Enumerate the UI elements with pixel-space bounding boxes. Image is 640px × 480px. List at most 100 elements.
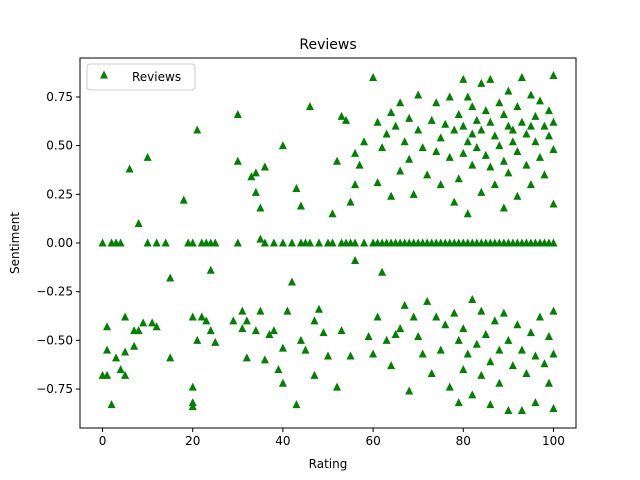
x-tick-label: 40 <box>275 434 290 448</box>
y-axis-ticks: −0.75 −0.50 −0.25 0.00 0.25 0.50 0.75 <box>36 90 80 396</box>
data-point <box>378 267 387 276</box>
data-point <box>233 156 242 165</box>
data-point <box>481 150 490 159</box>
data-point <box>328 238 337 247</box>
data-point <box>103 370 112 379</box>
x-axis-ticks: 0 20 40 60 80 100 <box>99 428 565 448</box>
data-point <box>274 365 283 374</box>
data-point <box>414 125 423 134</box>
data-point <box>247 172 256 181</box>
data-point <box>355 160 364 169</box>
data-point <box>463 137 472 146</box>
data-point <box>373 178 382 187</box>
data-point <box>472 339 481 348</box>
data-point <box>504 405 513 414</box>
x-tick-label: 80 <box>456 434 471 448</box>
data-point <box>202 316 211 325</box>
data-point <box>499 203 508 212</box>
data-point <box>468 129 477 138</box>
data-point <box>504 121 513 130</box>
data-point <box>450 308 459 317</box>
data-point <box>459 121 468 130</box>
data-point <box>346 197 355 206</box>
data-point <box>405 386 414 395</box>
data-point <box>256 306 265 315</box>
data-point <box>477 187 486 196</box>
data-point <box>418 349 427 358</box>
data-point <box>188 312 197 321</box>
data-point <box>427 115 436 124</box>
data-point <box>472 115 481 124</box>
data-point <box>531 351 540 360</box>
data-point <box>351 180 360 189</box>
data-point <box>342 115 351 124</box>
data-point <box>103 322 112 331</box>
y-axis-label: Sentiment <box>8 212 22 274</box>
data-point <box>139 318 148 327</box>
data-point <box>418 143 427 152</box>
data-point <box>432 98 441 107</box>
data-point <box>364 331 373 340</box>
data-point <box>103 345 112 354</box>
legend-box <box>86 63 196 91</box>
data-point <box>526 328 535 337</box>
data-point <box>459 148 468 157</box>
data-point <box>535 96 544 105</box>
x-axis-label: Rating <box>309 457 348 471</box>
data-point <box>526 121 535 130</box>
data-point <box>463 209 472 218</box>
data-point <box>517 72 526 81</box>
data-point <box>517 345 526 354</box>
y-tick-label: 0.50 <box>46 139 73 153</box>
y-tick-label: 0.00 <box>46 236 73 250</box>
data-point <box>441 320 450 329</box>
data-point <box>490 131 499 140</box>
data-point <box>130 341 139 350</box>
data-point <box>143 152 152 161</box>
data-point <box>396 98 405 107</box>
data-point <box>378 143 387 152</box>
data-point <box>409 189 418 198</box>
data-point <box>544 106 553 115</box>
data-point <box>387 108 396 117</box>
x-tick-label: 20 <box>185 434 200 448</box>
data-point <box>382 129 391 138</box>
data-point <box>360 238 369 247</box>
data-point <box>116 365 125 374</box>
data-point <box>396 166 405 175</box>
data-point <box>504 335 513 344</box>
y-tick-label: −0.25 <box>36 285 73 299</box>
data-point <box>504 86 513 95</box>
data-point <box>269 238 278 247</box>
data-point <box>337 326 346 335</box>
data-point <box>522 129 531 138</box>
data-point <box>229 316 238 325</box>
data-point <box>517 405 526 414</box>
data-point <box>400 137 409 146</box>
data-point <box>134 219 143 228</box>
data-point <box>143 238 152 247</box>
data-point <box>387 361 396 370</box>
data-point <box>423 296 432 305</box>
data-point <box>373 117 382 126</box>
data-point <box>373 312 382 321</box>
legend-entry-reviews: Reviews <box>132 70 181 84</box>
data-point <box>287 277 296 286</box>
y-tick-label: 0.75 <box>46 90 73 104</box>
data-point <box>513 320 522 329</box>
data-point <box>459 365 468 374</box>
data-point <box>314 304 323 313</box>
data-point <box>233 109 242 118</box>
data-point <box>477 306 486 315</box>
data-point <box>531 111 540 120</box>
data-point <box>508 125 517 134</box>
data-point <box>436 345 445 354</box>
data-point <box>508 137 517 146</box>
data-point <box>238 306 247 315</box>
data-point <box>251 187 260 196</box>
data-point <box>188 238 197 247</box>
data-point <box>251 326 260 335</box>
data-point <box>468 160 477 169</box>
data-point <box>486 400 495 409</box>
data-point <box>283 306 292 315</box>
